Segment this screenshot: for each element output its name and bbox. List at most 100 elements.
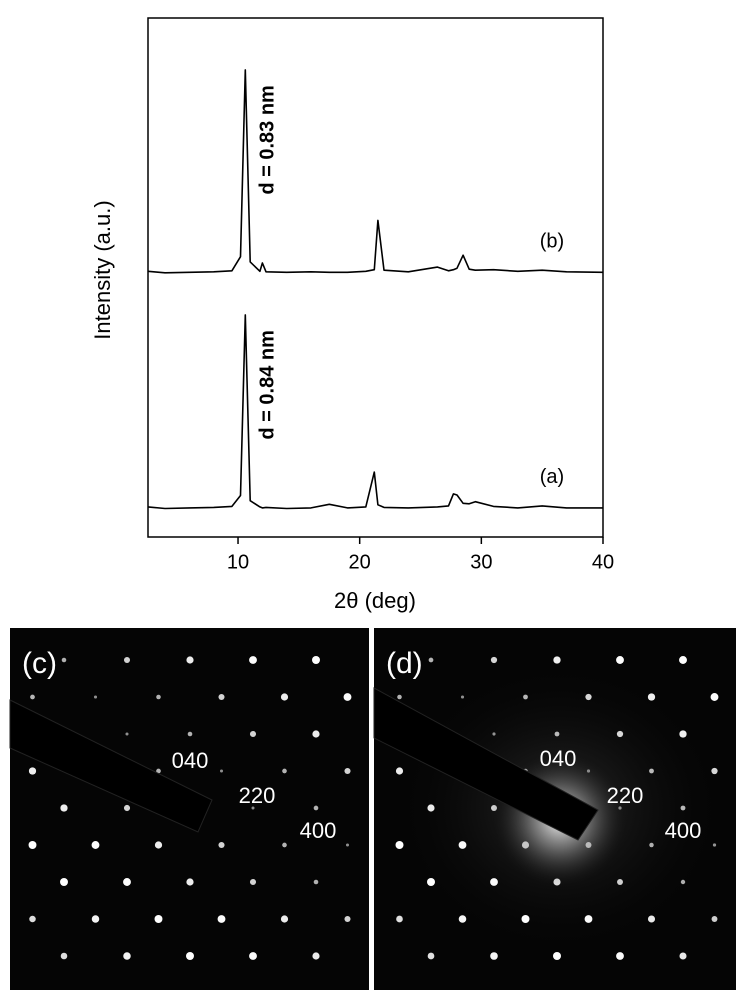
panel-label: (d) <box>386 647 423 680</box>
annotation: d = 0.84 nm <box>256 330 278 440</box>
x-tick-label: 20 <box>349 551 371 573</box>
diffraction-spot <box>123 952 131 960</box>
diffraction-spot <box>93 695 98 699</box>
diffraction-spot <box>91 841 100 849</box>
spot-label: 220 <box>239 783 276 808</box>
diffraction-spot <box>249 878 257 886</box>
spot-label: 040 <box>172 748 209 773</box>
diffraction-spot <box>397 694 402 700</box>
diffraction-spot <box>60 804 68 812</box>
diffraction-spot <box>427 804 435 812</box>
beam-stopper <box>373 687 599 841</box>
diffraction-panels: (c) 040 220 400 (d) 040 220 400 <box>9 628 736 990</box>
diffraction-spot <box>217 915 226 923</box>
diffraction-spot <box>490 656 498 664</box>
diffraction-spot <box>490 878 498 886</box>
spot-label: 220 <box>607 783 644 808</box>
diffraction-spot <box>616 730 624 738</box>
diffraction-spot <box>186 952 194 960</box>
diffraction-spot <box>186 656 194 664</box>
x-axis-label: 2θ (deg) <box>334 588 416 613</box>
diffraction-spot <box>711 767 718 775</box>
y-axis-label: Intensity (a.u.) <box>90 200 115 339</box>
diffraction-spot <box>460 695 465 699</box>
annotation: d = 0.83 nm <box>256 85 278 195</box>
diffraction-spot <box>249 730 257 738</box>
diffraction-spot <box>492 732 496 736</box>
diffraction-spot <box>679 952 687 960</box>
diffraction-spot <box>154 841 163 849</box>
diffraction-spot <box>427 878 435 886</box>
diffraction-spot <box>218 693 225 701</box>
diffraction-spot <box>219 769 224 773</box>
diffraction-spot <box>249 656 257 664</box>
diffraction-spot <box>125 732 129 736</box>
diffraction-spot <box>679 730 687 738</box>
beam-stopper <box>9 699 213 833</box>
diffraction-spot <box>616 656 624 664</box>
diffraction-spot <box>187 731 193 737</box>
diffraction-spot <box>427 952 435 960</box>
diffraction-spot <box>344 915 351 923</box>
diffraction-spot <box>710 693 719 701</box>
diffraction-spot <box>584 915 593 923</box>
diffraction-spot <box>712 843 717 847</box>
diffraction-spot <box>312 730 320 738</box>
plot-frame <box>147 17 604 538</box>
series-line <box>147 314 603 510</box>
diffraction-spot <box>60 878 68 886</box>
diffraction-spot <box>345 843 350 847</box>
diffraction-spot <box>28 841 37 849</box>
diffraction-spot <box>395 767 404 775</box>
diffraction-spot <box>523 694 528 700</box>
diffraction-spot <box>154 915 163 923</box>
diffraction-spot <box>186 878 194 886</box>
spot-label: 400 <box>665 818 702 843</box>
diffraction-spot <box>711 916 718 922</box>
diffraction-spot <box>312 952 320 960</box>
diffraction-spot <box>344 767 351 775</box>
diffraction-spot <box>282 842 287 848</box>
diffraction-spot <box>395 841 404 849</box>
spot-label: 400 <box>300 818 337 843</box>
diffraction-spot <box>458 915 467 923</box>
diffraction-spot <box>343 693 352 701</box>
diffraction-spot <box>679 656 687 664</box>
diffraction-spot <box>554 731 560 737</box>
diffraction-spot <box>680 805 686 811</box>
diffraction-spot <box>61 657 67 663</box>
diffraction-spot <box>28 767 37 775</box>
diffraction-spot <box>280 915 289 923</box>
series-label: (a) <box>540 466 564 488</box>
diffraction-spot <box>280 693 289 701</box>
diffraction-spot <box>680 879 686 885</box>
diffraction-spot <box>313 879 319 885</box>
diffraction-spot <box>313 805 319 811</box>
diffraction-spot <box>428 657 434 663</box>
diffraction-spot <box>649 768 654 774</box>
diffraction-spot <box>647 915 656 923</box>
diffraction-spot <box>585 693 592 701</box>
diffraction-spot <box>123 878 131 886</box>
diffraction-spot <box>218 841 225 849</box>
diffraction-spot <box>396 915 403 923</box>
diffraction-spot <box>249 952 257 960</box>
diffraction-spot <box>521 915 530 923</box>
diffraction-spot <box>123 656 131 664</box>
diffraction-spot <box>312 656 320 664</box>
diffraction-spot <box>91 915 100 923</box>
diffraction-spot <box>29 915 36 923</box>
series-line <box>147 69 604 274</box>
diffraction-spot <box>490 952 498 960</box>
diffraction-spot <box>30 694 35 700</box>
diffraction-spot <box>251 806 255 810</box>
x-tick-label: 40 <box>592 551 614 573</box>
diffraction-spot <box>60 952 68 960</box>
diffraction-spot <box>649 842 654 848</box>
diffraction-spot <box>282 768 287 774</box>
diffraction-spot <box>458 841 467 849</box>
diffraction-spot <box>156 694 161 700</box>
x-tick-label: 30 <box>470 551 492 573</box>
diffraction-spot <box>156 768 161 774</box>
diffraction-spot <box>616 952 624 960</box>
